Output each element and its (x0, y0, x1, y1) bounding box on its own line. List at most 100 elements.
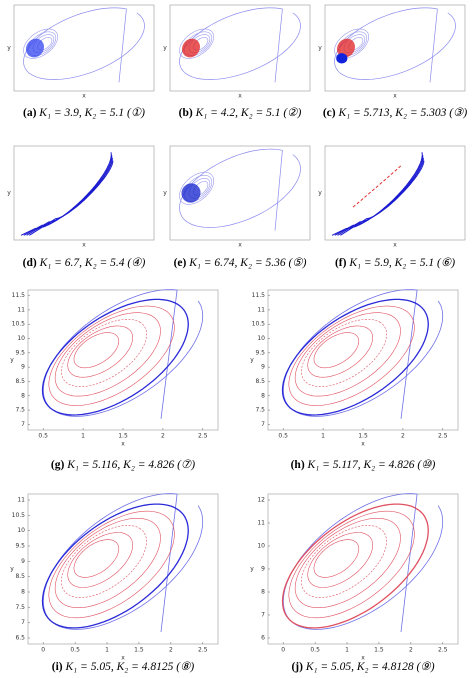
trajectory (61, 319, 147, 387)
trajectory (288, 305, 415, 406)
trajectory (352, 164, 403, 208)
y-tick-label: 9 (261, 364, 265, 371)
y-tick-label: 9.5 (15, 349, 25, 356)
trajectory (23, 28, 58, 59)
trajectory (42, 289, 204, 419)
x-axis-label: x (82, 93, 86, 100)
caption-label: (b) (179, 107, 193, 119)
y-axis-label: y (250, 357, 254, 364)
y-tick-label: 7 (21, 619, 25, 626)
plot-frame (324, 145, 466, 241)
trajectory (179, 7, 301, 83)
y-tick-label: 9 (261, 566, 265, 573)
y-tick-label: 8 (261, 589, 265, 596)
caption-text: K₁ = 6.74, K₂ = 5.36 (⑤) (188, 257, 306, 269)
y-tick-label: 8 (21, 392, 25, 399)
y-axis-label: y (7, 190, 11, 197)
caption: (g) K₁ = 5.116, K₂ = 4.826 (⑦) (51, 459, 195, 471)
x-tick-label: 2.5 (198, 647, 208, 654)
y-tick-label: 6 (261, 635, 265, 642)
density-blob (181, 38, 201, 58)
caption-text: K₁ = 5.05, K₂ = 4.8125 (⑧) (65, 661, 195, 673)
y-axis-label: y (318, 190, 322, 197)
x-tick-label: 1.5 (374, 647, 384, 654)
trajectory (331, 152, 423, 236)
x-tick-label: 2 (409, 647, 413, 654)
caption: (i) K₁ = 5.05, K₂ = 4.8125 (⑧) (52, 661, 195, 673)
trajectory (48, 510, 175, 619)
trajectory (294, 518, 401, 608)
caption: (j) K₁ = 5.05, K₂ = 4.8128 (⑨) (291, 661, 434, 673)
x-axis-label: x (121, 441, 125, 448)
caption-label: (c) (323, 107, 336, 119)
x-tick-label: 1 (105, 647, 109, 654)
x-tick-label: 0 (41, 647, 45, 654)
trajectory (340, 160, 425, 236)
x-axis-label: x (238, 242, 242, 249)
plot-frame (13, 145, 155, 241)
caption-text: K₁ = 4.2, K₂ = 5.1 (②) (195, 107, 302, 119)
caption-text: K₁ = 5.116, K₂ = 4.826 (⑦) (66, 459, 195, 471)
x-tick-label: 2 (161, 433, 165, 440)
trajectory (294, 312, 401, 397)
trajectory (48, 305, 175, 406)
y-tick-label: 7.5 (255, 407, 265, 414)
y-axis-label: y (163, 190, 167, 197)
plot-frame (324, 4, 466, 92)
y-tick-label: 8.5 (255, 378, 265, 385)
caption-label: (a) (23, 107, 37, 119)
y-tick-label: 11.5 (252, 292, 266, 299)
y-tick-label: 9 (21, 558, 25, 565)
x-tick-label: 1 (345, 647, 349, 654)
trajectory (42, 493, 204, 633)
y-tick-label: 7.5 (15, 604, 25, 611)
plot-frame (267, 493, 459, 645)
x-tick-label: 2.5 (198, 433, 208, 440)
trajectory (67, 532, 134, 588)
plot-frame (27, 493, 219, 645)
caption: (c) K₁ = 5.713, K₂ = 5.303 (③) (323, 107, 468, 119)
x-axis-label: x (238, 93, 242, 100)
trajectory (281, 503, 429, 629)
x-axis-label: x (121, 655, 125, 662)
caption: (h) K₁ = 5.117, K₂ = 4.826 (⑩) (291, 459, 436, 471)
caption-text: K₁ = 3.9, K₂ = 5.1 (①) (38, 107, 145, 119)
y-tick-label: 10 (257, 543, 265, 550)
x-axis-label: x (393, 93, 397, 100)
caption-text: K₁ = 5.713, K₂ = 5.303 (③) (337, 107, 467, 119)
caption: (d) K₁ = 6.7, K₂ = 5.4 (④) (23, 257, 146, 269)
x-tick-label: 1.5 (358, 433, 368, 440)
trajectory (301, 525, 387, 598)
caption-label: (f) (335, 257, 347, 269)
caption: (b) K₁ = 4.2, K₂ = 5.1 (②) (179, 107, 302, 119)
plot-frame (27, 289, 219, 431)
caption-label: (h) (291, 459, 305, 471)
x-tick-label: 1.5 (118, 433, 128, 440)
y-tick-label: 12 (257, 497, 265, 504)
trajectory (281, 298, 429, 416)
x-tick-label: 0.5 (70, 647, 80, 654)
x-tick-label: 1.5 (134, 647, 144, 654)
caption-label: (e) (174, 257, 187, 269)
trajectory (54, 518, 161, 608)
trajectory (307, 325, 374, 378)
trajectory (29, 160, 114, 236)
trajectory (307, 532, 374, 588)
trajectory (67, 325, 134, 378)
y-tick-label: 8 (21, 589, 25, 596)
plot-frame (13, 4, 155, 92)
caption-label: (j) (291, 661, 303, 673)
y-tick-label: 9.5 (15, 543, 25, 550)
density-blob (181, 183, 201, 203)
y-tick-label: 7.5 (15, 407, 25, 414)
y-tick-label: 10 (257, 335, 265, 342)
caption: (f) K₁ = 5.9, K₂ = 5.1 (⑥) (335, 257, 455, 269)
y-tick-label: 10 (17, 335, 25, 342)
plot-frame (169, 4, 311, 92)
y-tick-label: 7 (21, 421, 25, 428)
y-tick-label: 10.5 (12, 512, 26, 519)
x-tick-label: 2 (169, 647, 173, 654)
x-tick-label: 2.5 (438, 433, 448, 440)
trajectory (179, 171, 214, 205)
